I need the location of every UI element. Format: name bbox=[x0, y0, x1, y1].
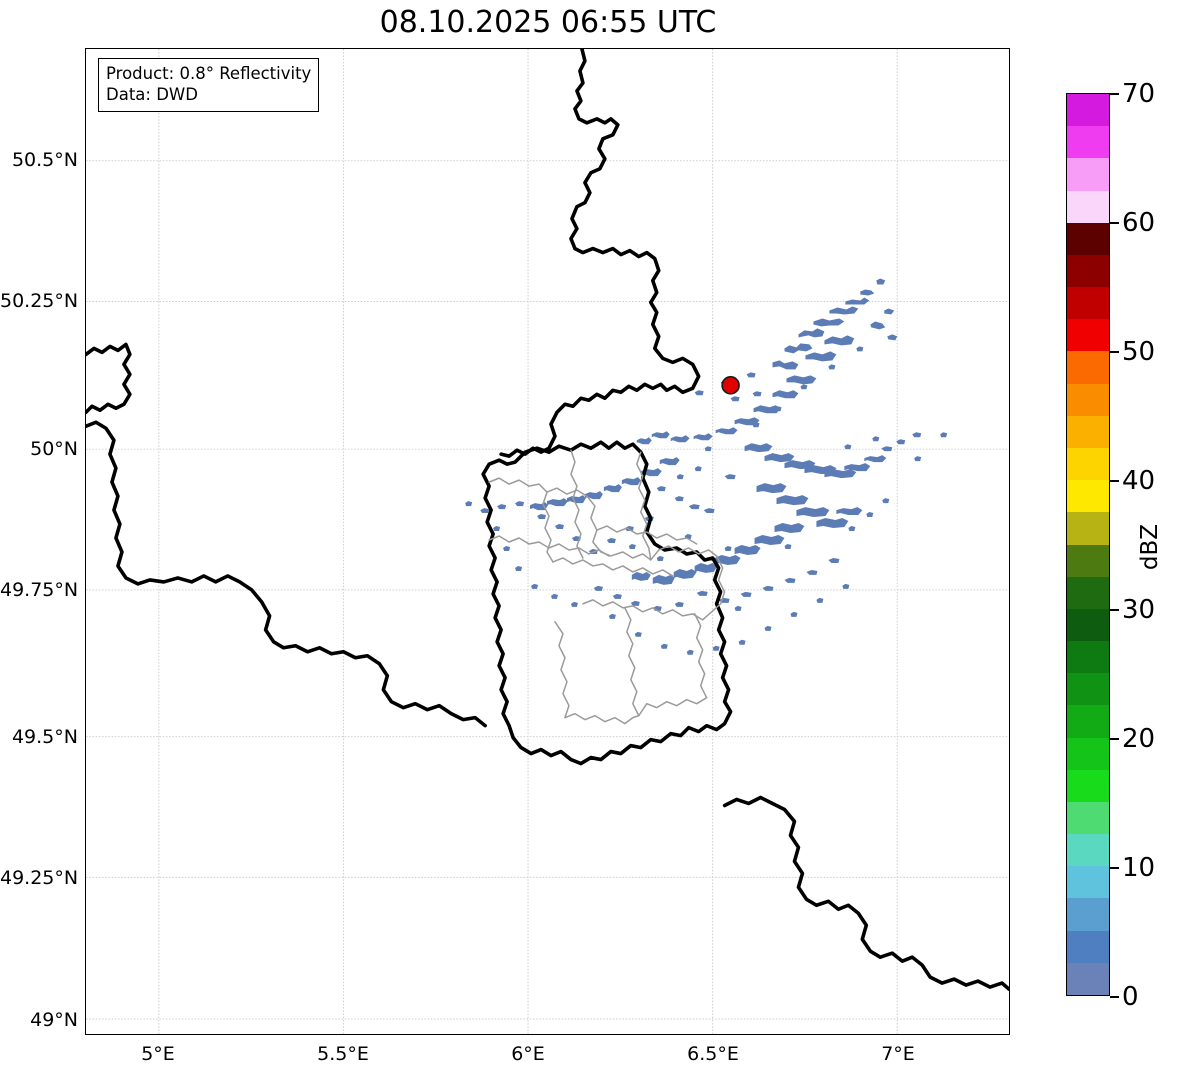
colorbar-band-26 bbox=[1067, 930, 1109, 964]
colorbar-label-30: 30 bbox=[1122, 595, 1156, 625]
info-box: Product: 0.8° Reflectivity Data: DWD bbox=[98, 58, 320, 112]
colorbar-wrapper[interactable] bbox=[1066, 93, 1110, 996]
colorbar-band-15 bbox=[1067, 576, 1109, 610]
colorbar-band-6 bbox=[1067, 287, 1109, 321]
colorbar-label-40: 40 bbox=[1122, 466, 1156, 496]
ytick-label-4: 49.5°N bbox=[11, 726, 78, 748]
colorbar-tick-30 bbox=[1110, 609, 1119, 611]
colorbar-label-60: 60 bbox=[1122, 208, 1156, 238]
colorbar-band-4 bbox=[1067, 222, 1109, 256]
colorbar[interactable] bbox=[1066, 93, 1110, 996]
colorbar-band-12 bbox=[1067, 480, 1109, 514]
colorbar-tick-20 bbox=[1110, 738, 1119, 740]
xtick-label-3: 6.5°E bbox=[687, 1043, 739, 1065]
gridlines bbox=[86, 49, 1009, 1034]
colorbar-band-5 bbox=[1067, 254, 1109, 289]
colorbar-label-0: 0 bbox=[1122, 982, 1139, 1012]
colorbar-band-11 bbox=[1067, 447, 1109, 482]
colorbar-band-1 bbox=[1067, 126, 1109, 160]
colorbar-band-27 bbox=[1067, 962, 1109, 995]
colorbar-band-14 bbox=[1067, 544, 1109, 578]
xtick-label-4: 7°E bbox=[881, 1043, 915, 1065]
colorbar-band-9 bbox=[1067, 383, 1109, 417]
ytick-label-6: 49°N bbox=[30, 1009, 78, 1031]
colorbar-tick-60 bbox=[1110, 222, 1119, 224]
colorbar-band-23 bbox=[1067, 834, 1109, 868]
colorbar-band-2 bbox=[1067, 158, 1109, 192]
colorbar-tick-40 bbox=[1110, 480, 1119, 482]
colorbar-band-16 bbox=[1067, 608, 1109, 643]
colorbar-axis-label: dBZ bbox=[1137, 523, 1163, 571]
colorbar-band-3 bbox=[1067, 190, 1109, 224]
ytick-label-0: 50.5°N bbox=[11, 149, 78, 171]
colorbar-band-22 bbox=[1067, 801, 1109, 836]
colorbar-band-25 bbox=[1067, 898, 1109, 932]
xtick-label-2: 6°E bbox=[511, 1043, 545, 1065]
map-plot-area[interactable]: Product: 0.8° Reflectivity Data: DWD bbox=[85, 48, 1010, 1035]
ytick-label-1: 50.25°N bbox=[0, 290, 79, 312]
colorbar-band-13 bbox=[1067, 512, 1109, 546]
colorbar-tick-10 bbox=[1110, 867, 1119, 869]
colorbar-tick-0 bbox=[1110, 996, 1119, 998]
info-box-data: Data: DWD bbox=[106, 85, 198, 105]
colorbar-band-8 bbox=[1067, 351, 1109, 385]
colorbar-band-21 bbox=[1067, 769, 1109, 803]
radar-station-marker[interactable] bbox=[721, 376, 740, 395]
colorbar-tick-50 bbox=[1110, 351, 1119, 353]
colorbar-band-20 bbox=[1067, 737, 1109, 771]
region-borders bbox=[488, 449, 726, 725]
colorbar-band-0 bbox=[1067, 94, 1109, 128]
info-box-product: Product: 0.8° Reflectivity bbox=[106, 64, 312, 83]
xtick-label-0: 5°E bbox=[141, 1043, 175, 1065]
colorbar-label-70: 70 bbox=[1122, 79, 1156, 109]
radar-echo-layer bbox=[465, 278, 948, 655]
colorbar-label-20: 20 bbox=[1122, 724, 1156, 754]
ytick-label-3: 49.75°N bbox=[0, 579, 79, 601]
colorbar-band-10 bbox=[1067, 415, 1109, 450]
colorbar-label-10: 10 bbox=[1122, 853, 1156, 883]
country-borders bbox=[86, 49, 1009, 991]
ytick-label-5: 49.25°N bbox=[0, 867, 79, 889]
colorbar-band-18 bbox=[1067, 673, 1109, 707]
colorbar-label-50: 50 bbox=[1122, 337, 1156, 367]
ytick-label-2: 50°N bbox=[30, 438, 78, 460]
page-title: 08.10.2025 06:55 UTC bbox=[379, 5, 717, 40]
colorbar-band-17 bbox=[1067, 641, 1109, 675]
xtick-label-1: 5.5°E bbox=[317, 1043, 369, 1065]
colorbar-tick-70 bbox=[1110, 93, 1119, 95]
map-canvas bbox=[86, 49, 1009, 1034]
colorbar-band-24 bbox=[1067, 866, 1109, 900]
colorbar-band-7 bbox=[1067, 319, 1109, 353]
colorbar-band-19 bbox=[1067, 705, 1109, 739]
